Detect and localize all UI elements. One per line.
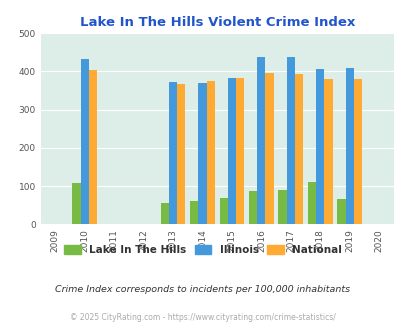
Bar xyxy=(190,201,198,224)
Text: © 2025 CityRating.com - https://www.cityrating.com/crime-statistics/: © 2025 CityRating.com - https://www.city… xyxy=(70,313,335,322)
Legend: Lake In The Hills, Illinois, National: Lake In The Hills, Illinois, National xyxy=(60,241,345,259)
Bar xyxy=(324,79,332,224)
Bar xyxy=(168,82,177,224)
Bar xyxy=(235,78,244,224)
Bar xyxy=(72,183,81,224)
Bar xyxy=(160,203,168,224)
Bar xyxy=(286,57,294,224)
Bar xyxy=(219,198,227,224)
Bar xyxy=(278,190,286,224)
Bar xyxy=(206,81,214,224)
Bar xyxy=(337,199,345,224)
Bar xyxy=(294,74,303,224)
Bar xyxy=(257,57,265,224)
Bar xyxy=(227,78,235,224)
Text: Crime Index corresponds to incidents per 100,000 inhabitants: Crime Index corresponds to incidents per… xyxy=(55,285,350,294)
Bar xyxy=(345,68,353,224)
Bar xyxy=(248,191,257,224)
Bar xyxy=(198,83,206,224)
Bar xyxy=(315,69,324,224)
Bar xyxy=(307,182,315,224)
Bar xyxy=(89,70,97,224)
Bar xyxy=(353,79,361,224)
Title: Lake In The Hills Violent Crime Index: Lake In The Hills Violent Crime Index xyxy=(79,16,354,29)
Bar xyxy=(177,84,185,224)
Bar xyxy=(265,73,273,224)
Bar xyxy=(81,59,89,224)
